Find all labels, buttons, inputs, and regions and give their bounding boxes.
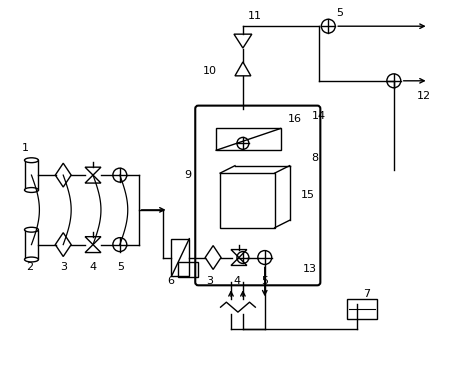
Ellipse shape [24,257,38,262]
Bar [178,262,198,277]
Bar [24,230,38,259]
Bar [171,239,189,276]
Text: 5: 5 [336,8,343,18]
Polygon shape [231,249,247,257]
Text: 12: 12 [417,91,431,101]
Text: 9: 9 [185,170,192,180]
Text: 3: 3 [207,276,213,286]
Text: 5: 5 [117,262,124,272]
Text: 15: 15 [301,190,314,200]
Ellipse shape [24,188,38,193]
Text: 8: 8 [311,153,318,163]
Polygon shape [85,175,101,183]
Text: 4: 4 [89,262,96,272]
Text: 3: 3 [60,262,67,272]
Polygon shape [85,244,101,253]
Ellipse shape [24,158,38,163]
Bar [347,299,377,319]
Bar [216,128,281,150]
Polygon shape [235,62,251,76]
Polygon shape [234,34,252,48]
Polygon shape [85,167,101,175]
Bar [24,160,38,190]
Ellipse shape [24,227,38,232]
Bar [220,173,275,228]
Text: 14: 14 [312,110,326,121]
Text: 1: 1 [22,143,29,153]
Text: 5: 5 [261,276,268,286]
Text: 11: 11 [248,11,262,21]
Text: 2: 2 [26,262,33,272]
Polygon shape [231,257,247,265]
Text: 16: 16 [288,113,301,123]
Text: 4: 4 [233,276,241,286]
Text: 6: 6 [167,276,174,286]
Text: 13: 13 [302,264,316,274]
Text: 10: 10 [203,66,217,76]
Text: 7: 7 [363,289,371,299]
Polygon shape [85,237,101,244]
